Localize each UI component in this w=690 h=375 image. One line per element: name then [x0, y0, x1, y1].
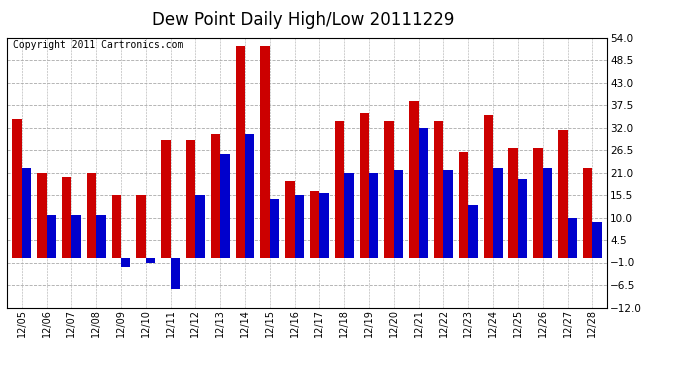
Bar: [310, 191, 319, 258]
Bar: [62, 177, 71, 258]
Bar: [170, 258, 180, 289]
Bar: [47, 216, 56, 258]
Bar: [96, 216, 106, 258]
Bar: [22, 168, 31, 258]
Bar: [121, 258, 130, 267]
Text: Dew Point Daily High/Low 20111229: Dew Point Daily High/Low 20111229: [152, 11, 455, 29]
Bar: [319, 193, 329, 258]
Bar: [543, 168, 552, 258]
Bar: [211, 134, 220, 258]
Bar: [12, 119, 22, 258]
Bar: [469, 205, 477, 258]
Bar: [112, 195, 121, 258]
Text: Copyright 2011 Cartronics.com: Copyright 2011 Cartronics.com: [13, 40, 184, 50]
Bar: [186, 140, 195, 258]
Bar: [384, 122, 394, 258]
Bar: [359, 113, 369, 258]
Bar: [518, 178, 527, 258]
Bar: [409, 101, 419, 258]
Bar: [37, 172, 47, 258]
Bar: [285, 181, 295, 258]
Bar: [137, 195, 146, 258]
Bar: [509, 148, 518, 258]
Bar: [161, 140, 170, 258]
Bar: [335, 122, 344, 258]
Bar: [583, 168, 592, 258]
Bar: [245, 134, 255, 258]
Bar: [369, 172, 379, 258]
Bar: [434, 122, 444, 258]
Bar: [493, 168, 502, 258]
Bar: [459, 152, 469, 258]
Bar: [235, 46, 245, 258]
Bar: [270, 199, 279, 258]
Bar: [444, 171, 453, 258]
Bar: [419, 128, 428, 258]
Bar: [260, 46, 270, 258]
Bar: [295, 195, 304, 258]
Bar: [533, 148, 543, 258]
Bar: [592, 222, 602, 258]
Bar: [558, 129, 567, 258]
Bar: [71, 216, 81, 258]
Bar: [220, 154, 230, 258]
Bar: [567, 217, 577, 258]
Bar: [87, 172, 96, 258]
Bar: [195, 195, 205, 258]
Bar: [484, 115, 493, 258]
Bar: [146, 258, 155, 262]
Bar: [394, 171, 403, 258]
Bar: [344, 172, 354, 258]
